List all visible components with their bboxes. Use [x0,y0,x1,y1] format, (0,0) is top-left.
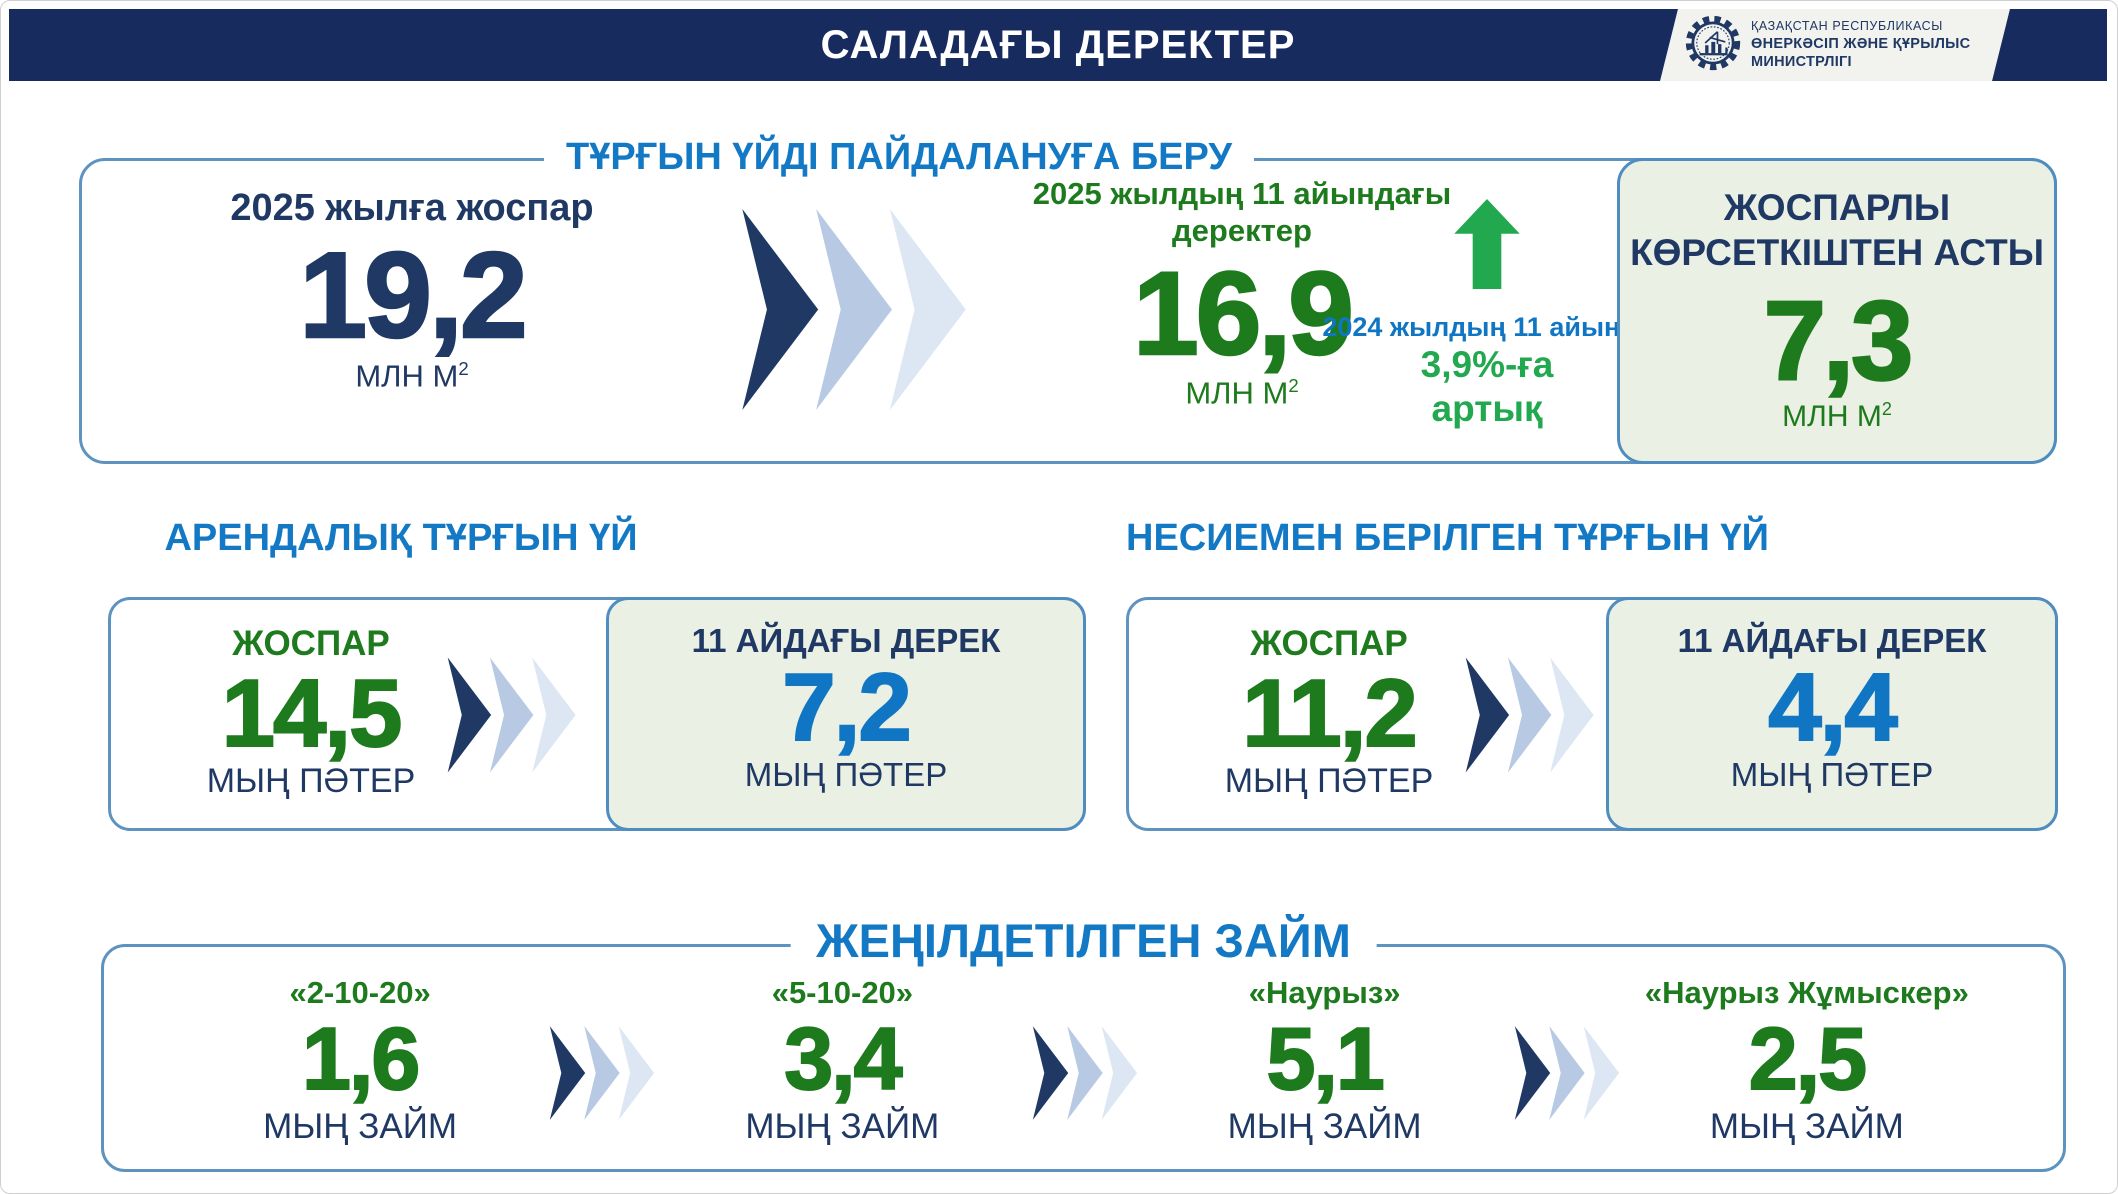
rental-actual-value: 7,2 [781,654,912,761]
credit-plan-unit: МЫҢ ПӘТЕР [1224,762,1434,800]
rental-actual-unit: МЫҢ ПӘТЕР [744,756,948,793]
loan-value: 3,4 [783,1009,903,1108]
ministry-name: ҚАЗАҚСТАН РЕСПУБЛИКАСЫ ӨНЕРКӘСІП ЖӘНЕ ҚҰ… [1751,19,1970,71]
housing-commissioning-panel: ТҰРҒЫН ҮЙДІ ПАЙДАЛАНУҒА БЕРУ 2025 жылға … [79,134,2057,464]
housing-section-title: ТҰРҒЫН ҮЙДІ ПАЙДАЛАНУҒА БЕРУ [544,134,1254,180]
credit-plan-label: ЖОСПАР [1250,624,1408,663]
housing-plan-unit: МЛН М2 [355,358,469,394]
loan-name: «2-10-20» [289,975,431,1010]
chevrons-right-icon [727,207,977,417]
exceed-plan-value: 7,3 [1762,278,1914,404]
housing-growth-block: 2024 жылдың 11 айынан 3,9%-ға артық [1317,199,1657,430]
exceed-plan-box: ЖОСПАРЛЫ КӨРСЕТКІШТЕН АСТЫ 7,3 МЛН М2 [1617,158,2057,464]
loan-item-2-10-20: «2-10-20» 1,6 МЫҢ ЗАЙМ [174,975,546,1169]
housing-actual-value: 16,9 [1132,248,1355,381]
credit-actual-value: 4,4 [1767,654,1898,761]
preferential-loans-panel: ЖЕҢІЛДЕТІЛГЕН ЗАЙМ «2-10-20» 1,6 МЫҢ ЗАЙ… [101,913,2066,1172]
loans-row: «2-10-20» 1,6 МЫҢ ЗАЙМ «5-10-20» 3,4 МЫҢ… [104,947,2063,1169]
exceed-plan-title: ЖОСПАРЛЫ КӨРСЕТКІШТЕН АСТЫ [1630,187,2044,274]
rental-plan-block: ЖОСПАР 14,5 МЫҢ ПӘТЕР [136,624,486,801]
ministry-name-line3: МИНИСТРЛІГІ [1751,53,1852,70]
housing-plan-label: 2025 жылға жоспар [230,187,594,229]
loan-value: 1,6 [301,1009,421,1108]
loan-unit: МЫҢ ЗАЙМ [1709,1107,1904,1146]
ministry-emblem-icon [1685,15,1741,76]
ministry-name-line2: ӨНЕРКӘСІП ЖӘНЕ ҚҰРЫЛЫС [1751,35,1971,52]
chevrons-right-icon [443,640,578,795]
loan-item-5-10-20: «5-10-20» 3,4 МЫҢ ЗАЙМ [656,975,1028,1169]
header-bar: САЛАДАҒЫ ДЕРЕКТЕР ҚАЗАҚСТАН РЕСПУБЛИКАСЫ… [9,9,2107,81]
chevrons-right-icon [1029,1013,1139,1138]
rental-section-title: АРЕНДАЛЫҚ ТҰРҒЫН ҮЙ [164,517,638,559]
housing-plan-block: 2025 жылға жоспар 19,2 МЛН М2 [142,187,682,394]
growth-reference-text: 2024 жылдың 11 айынан [1322,312,1652,342]
rental-actual-box: 11 АЙДАҒЫ ДЕРЕК 7,2 МЫҢ ПӘТЕР [606,597,1086,831]
rental-plan-unit: МЫҢ ПӘТЕР [206,762,416,800]
exceed-plan-unit: МЛН М2 [1782,399,1892,434]
loan-item-nauryz-zhumysker: «Наурыз Жұмыскер» 2,5 МЫҢ ЗАЙМ [1621,975,1993,1169]
housing-actual-unit: МЛН М2 [1185,375,1299,411]
rental-plan-label: ЖОСПАР [232,624,390,663]
credit-plan-value: 11,2 [1241,660,1419,767]
credit-section-title: НЕСИЕМЕН БЕРІЛГЕН ТҰРҒЫН ҮЙ [1126,517,1769,559]
credit-actual-unit: МЫҢ ПӘТЕР [1730,756,1934,793]
loan-unit: МЫҢ ЗАЙМ [263,1107,458,1146]
chevrons-right-icon [1461,640,1596,795]
housing-plan-value: 19,2 [298,227,529,363]
housing-actual-label: 2025 жылдың 11 айындағы деректер [1032,176,1452,249]
loan-item-nauryz: «Наурыз» 5,1 МЫҢ ЗАЙМ [1139,975,1511,1169]
ministry-logo: ҚАЗАҚСТАН РЕСПУБЛИКАСЫ ӨНЕРКӘСІП ЖӘНЕ ҚҰ… [1671,9,2001,81]
rental-housing-panel: ЖОСПАР 14,5 МЫҢ ПӘТЕР 11 АЙДАҒЫ ДЕРЕК 7,… [108,597,1086,831]
loan-value: 2,5 [1748,1009,1868,1108]
loan-value: 5,1 [1265,1009,1385,1108]
loan-name: «Наурыз» [1248,975,1401,1010]
credit-actual-box: 11 АЙДАҒЫ ДЕРЕК 4,4 МЫҢ ПӘТЕР [1606,597,2058,831]
chevrons-right-icon [1511,1013,1621,1138]
loan-unit: МЫҢ ЗАЙМ [745,1107,940,1146]
credit-housing-panel: ЖОСПАР 11,2 МЫҢ ПӘТЕР 11 АЙДАҒЫ ДЕРЕК 4,… [1126,597,2058,831]
housing-actual-block: 2025 жылдың 11 айындағы деректер 16,9 МЛ… [962,175,1522,412]
rental-actual-label: 11 АЙДАҒЫ ДЕРЕК [691,622,1001,659]
ministry-name-line1: ҚАЗАҚСТАН РЕСПУБЛИКАСЫ [1751,19,1943,34]
loan-unit: МЫҢ ЗАЙМ [1227,1107,1422,1146]
page-title: САЛАДАҒЫ ДЕРЕКТЕР [820,23,1296,67]
chevrons-right-icon [546,1013,656,1138]
loan-name: «Наурыз Жұмыскер» [1644,975,1969,1010]
loans-section-title: ЖЕҢІЛДЕТІЛГЕН ЗАЙМ [790,913,1377,969]
credit-actual-label: 11 АЙДАҒЫ ДЕРЕК [1677,622,1987,659]
loan-name: «5-10-20» [771,975,914,1010]
growth-percent-text: 3,9%-ға артық [1420,344,1554,429]
credit-plan-block: ЖОСПАР 11,2 МЫҢ ПӘТЕР [1154,624,1504,801]
rental-plan-value: 14,5 [221,660,404,767]
up-arrow-icon [1454,199,1520,295]
